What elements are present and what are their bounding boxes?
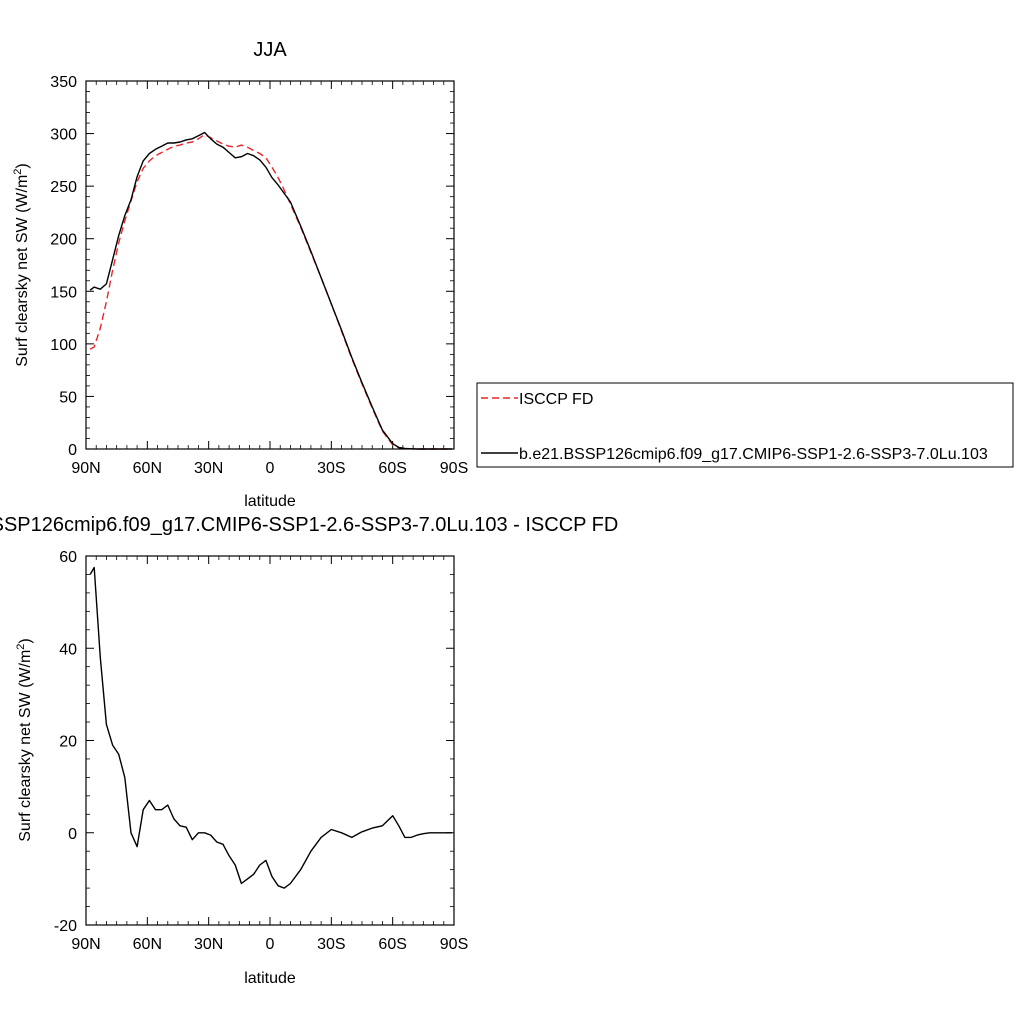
x-tick-label: 30N bbox=[194, 936, 223, 953]
bottom-y-tick-labels: -20 0 20 40 60 bbox=[54, 549, 77, 935]
bottom-y-axis-label-sup: 2 bbox=[15, 644, 27, 650]
top-chart-title: JJA bbox=[253, 39, 287, 61]
y-tick-label: 50 bbox=[59, 389, 77, 406]
y-tick-label: 20 bbox=[59, 734, 77, 751]
top-plot-frame bbox=[85, 80, 455, 450]
x-tick-label: 0 bbox=[266, 460, 275, 477]
bottom-series-lines bbox=[89, 566, 452, 889]
top-axis-ticks bbox=[85, 80, 455, 450]
legend-box bbox=[476, 382, 1014, 468]
bottom-y-axis-label-main: Surf clearsky net SW (W/m bbox=[17, 650, 34, 842]
x-tick-label: 0 bbox=[266, 936, 275, 953]
bottom-axis-ticks bbox=[85, 555, 455, 926]
bottom-y-axis-label: Surf clearsky net SW (W/m2) bbox=[15, 638, 34, 841]
x-tick-label: 90N bbox=[71, 936, 100, 953]
x-tick-label: 60S bbox=[378, 936, 406, 953]
x-tick-label: 60S bbox=[378, 460, 406, 477]
top-series-line-0 bbox=[89, 133, 452, 450]
top-series-lines bbox=[89, 131, 452, 450]
x-tick-label: 30S bbox=[317, 460, 345, 477]
bottom-y-axis-label-close: ) bbox=[17, 638, 34, 643]
bottom-plot-frame bbox=[85, 555, 455, 926]
x-tick-label: 30S bbox=[317, 936, 345, 953]
y-tick-label: 40 bbox=[59, 641, 77, 658]
top-y-axis-label-close: ) bbox=[14, 163, 31, 168]
top-x-tick-labels: 90N 60N 30N 0 30S 60S 90S bbox=[71, 460, 468, 477]
legend-label-model: b.e21.BSSP126cmip6.f09_g17.CMIP6-SSP1-2.… bbox=[519, 446, 988, 463]
legend: ISCCP FD b.e21.BSSP126cmip6.f09_g17.CMIP… bbox=[476, 382, 1014, 468]
y-tick-label: 250 bbox=[50, 179, 77, 196]
top-x-axis-label: latitude bbox=[244, 493, 296, 510]
top-y-axis-label: Surf clearsky net SW (W/m2) bbox=[12, 163, 31, 366]
y-tick-label: 300 bbox=[50, 127, 77, 144]
y-tick-label: 100 bbox=[50, 337, 77, 354]
x-tick-label: 60N bbox=[133, 460, 162, 477]
top-series-line-1 bbox=[89, 131, 452, 450]
y-tick-label: 0 bbox=[68, 826, 77, 843]
top-y-axis-label-main: Surf clearsky net SW (W/m bbox=[14, 175, 31, 367]
x-tick-label: 60N bbox=[133, 936, 162, 953]
y-tick-label: 350 bbox=[50, 74, 77, 91]
bottom-chart-title: b.e21.BSSP126cmip6.f09_g17.CMIP6-SSP1-2.… bbox=[0, 514, 618, 536]
y-tick-label: -20 bbox=[54, 918, 77, 935]
x-tick-label: 90S bbox=[440, 936, 468, 953]
y-tick-label: 200 bbox=[50, 232, 77, 249]
x-tick-label: 90N bbox=[71, 460, 100, 477]
bottom-x-tick-labels: 90N 60N 30N 0 30S 60S 90S bbox=[71, 936, 468, 953]
x-tick-label: 90S bbox=[440, 460, 468, 477]
legend-label-isccp: ISCCP FD bbox=[519, 391, 593, 408]
y-tick-label: 150 bbox=[50, 284, 77, 301]
y-tick-label: 60 bbox=[59, 549, 77, 566]
top-y-tick-labels: 0 50 100 150 200 250 300 350 bbox=[50, 74, 77, 459]
bottom-x-axis-label: latitude bbox=[244, 970, 296, 987]
top-panel: JJA 90N 60N 30N 0 30S 60S 90S 0 50 100 150 200 250 3… bbox=[12, 39, 1014, 510]
bot-series-line-0 bbox=[89, 566, 452, 889]
top-y-axis-label-sup: 2 bbox=[12, 169, 24, 175]
x-tick-label: 30N bbox=[194, 460, 223, 477]
y-tick-label: 0 bbox=[68, 442, 77, 459]
bottom-panel: b.e21.BSSP126cmip6.f09_g17.CMIP6-SSP1-2.… bbox=[0, 514, 618, 987]
